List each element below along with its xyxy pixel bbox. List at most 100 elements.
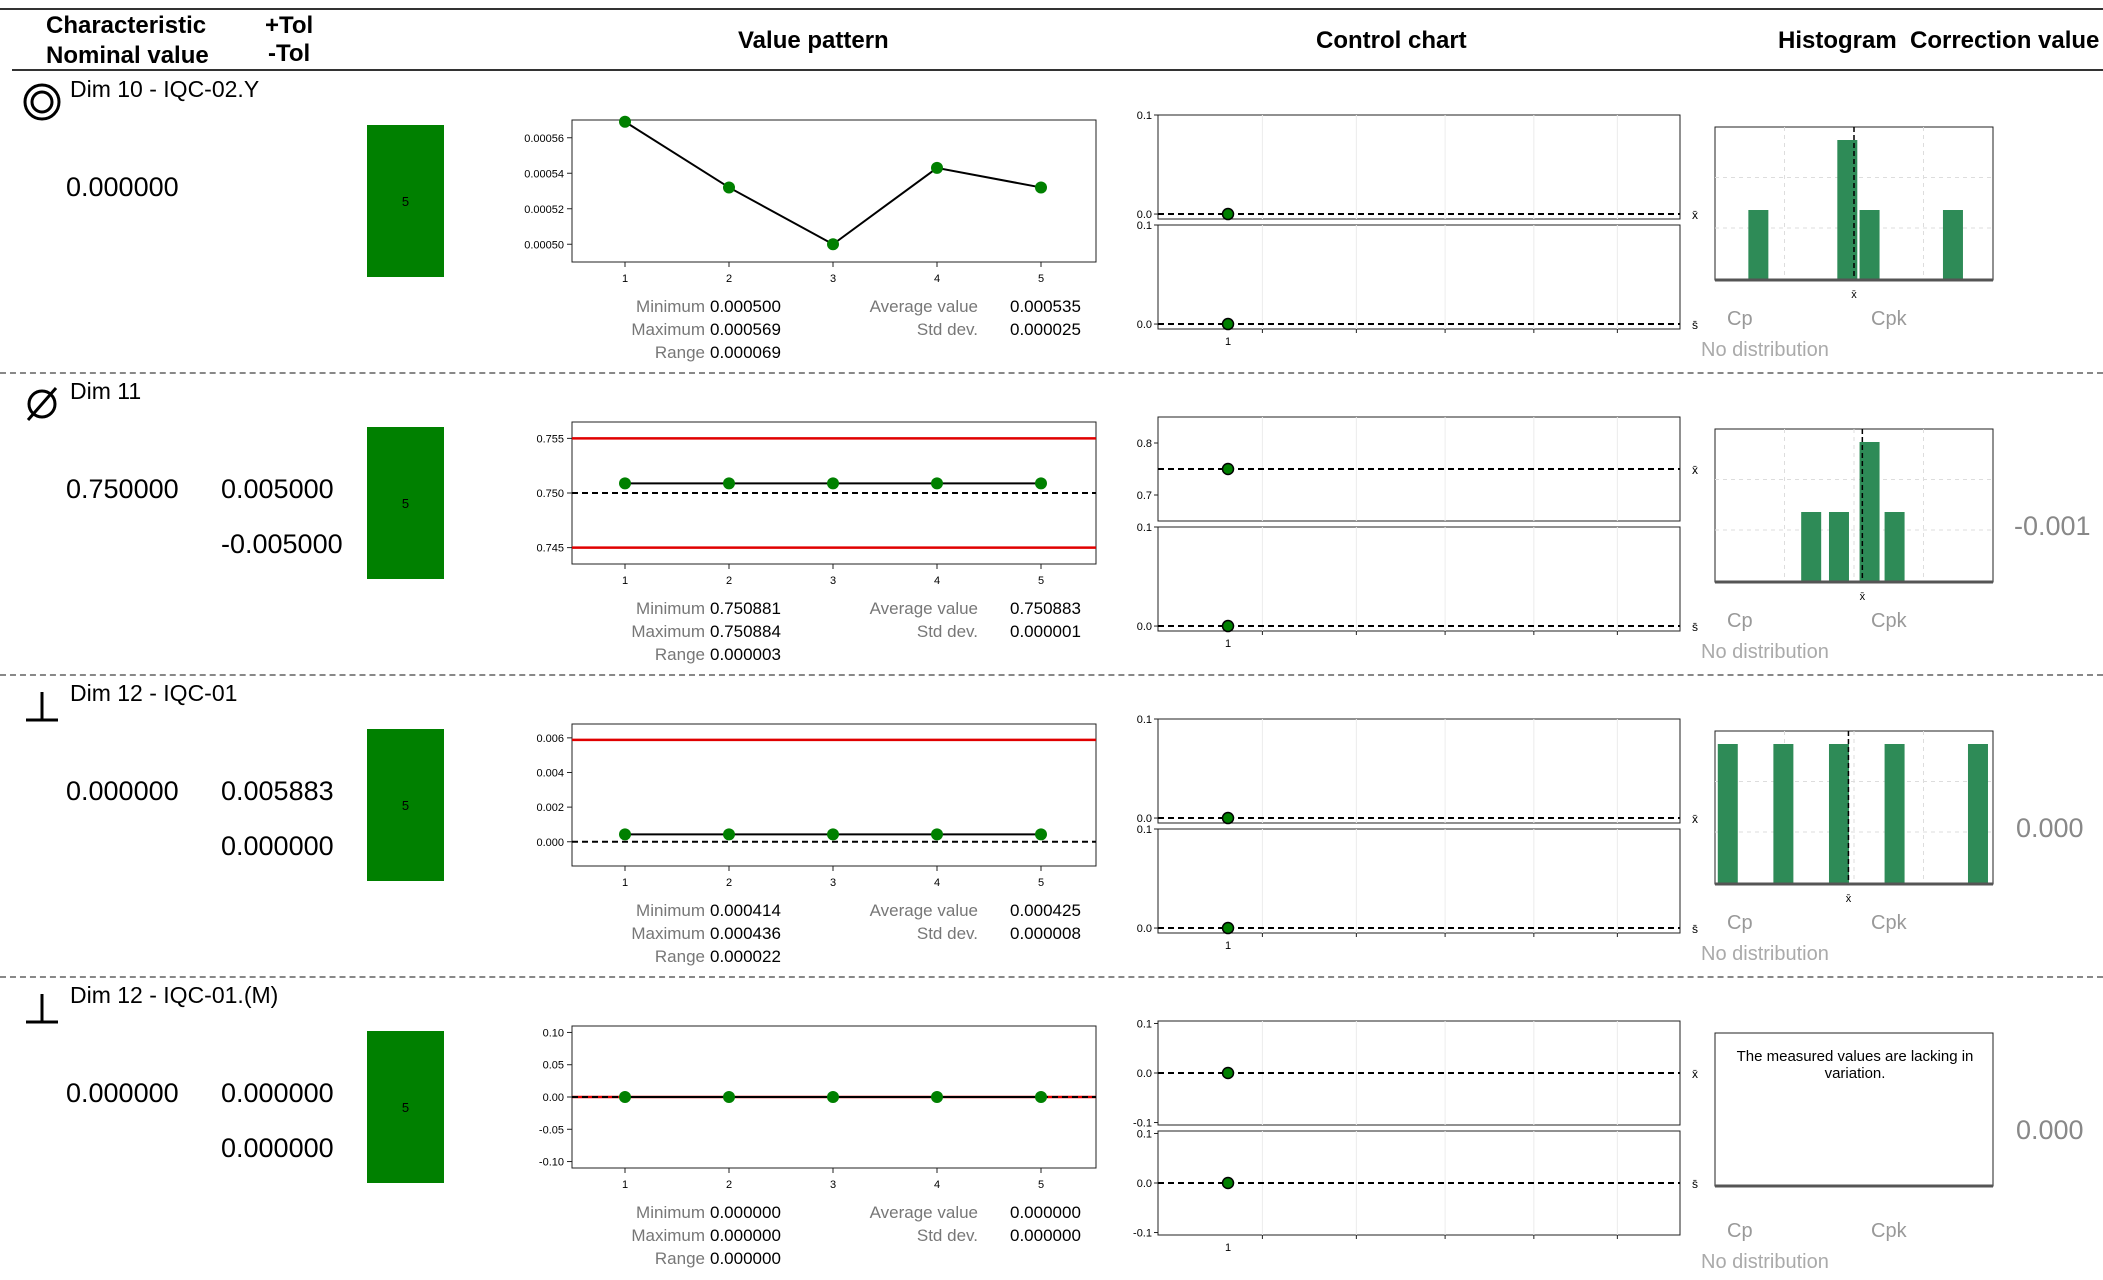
- value-point: [827, 1091, 839, 1103]
- histogram-bar: [1885, 744, 1905, 884]
- value-point: [827, 477, 839, 489]
- cc-x-label: 1: [1225, 336, 1231, 347]
- nominal-value: 0.000000: [66, 1078, 179, 1109]
- cpk-label: Cpk: [1871, 1220, 1907, 1243]
- x-tick-label: 1: [622, 877, 628, 889]
- range-value: 0.000022: [710, 947, 781, 967]
- range-label: Range: [655, 947, 705, 967]
- diameter-icon: [22, 384, 62, 424]
- cc-tick-label: 0.1: [1137, 220, 1152, 232]
- y-tick-label: 0.10: [543, 1027, 564, 1039]
- minus-tolerance: -0.005000: [221, 529, 343, 560]
- no-distribution-label: No distribution: [1701, 339, 1829, 362]
- value-point: [1035, 181, 1047, 193]
- y-tick-label: 0.750: [536, 488, 564, 500]
- cc-x-label: 1: [1225, 1242, 1231, 1253]
- std-dev-value: 0.000025: [1010, 320, 1081, 340]
- value-point: [931, 162, 943, 174]
- dimension-name: Dim 11: [70, 378, 141, 405]
- s-panel-symbol: s̄: [1692, 318, 1698, 332]
- std-dev-label: Std dev.: [917, 1226, 978, 1246]
- min-value: 0.000000: [710, 1203, 781, 1223]
- average-value: 0.750883: [1010, 599, 1081, 619]
- sample-count-box: 5: [367, 427, 444, 579]
- histogram-mean-label: x̄: [1851, 289, 1857, 301]
- concentricity-icon: [22, 82, 62, 122]
- x-tick-label: 2: [726, 1179, 732, 1191]
- header-minus-tol: -Tol: [268, 40, 310, 68]
- x-tick-label: 3: [830, 575, 836, 587]
- histogram-bar: [1773, 744, 1793, 884]
- cc-tick-label: 0.0: [1137, 621, 1152, 633]
- max-value: 0.000000: [710, 1226, 781, 1246]
- minus-tolerance: 0.000000: [221, 1133, 334, 1164]
- x-tick-label: 4: [934, 1179, 940, 1191]
- min-value: 0.000414: [710, 901, 781, 921]
- value-point: [931, 477, 943, 489]
- xbar-panel-point: [1223, 1068, 1234, 1079]
- header-control-chart: Control chart: [1316, 27, 1467, 55]
- value-point: [931, 828, 943, 840]
- histogram-message: The measured values are lacking in varia…: [1720, 1048, 1990, 1082]
- y-tick-label: 0.745: [536, 543, 564, 555]
- xbar-panel-symbol: x̄: [1692, 1067, 1698, 1081]
- correction-value: -0.001: [2014, 511, 2091, 542]
- value-point: [619, 116, 631, 128]
- histogram-chart: x̄: [1700, 409, 2000, 609]
- std-dev-label: Std dev.: [917, 924, 978, 944]
- control-chart: -0.10.00.1x̄-0.10.00.1s̄1: [1120, 1013, 1700, 1253]
- correction-value: 0.000: [2016, 813, 2084, 844]
- value-series-line: [625, 122, 1041, 244]
- header-histogram: Histogram: [1778, 27, 1897, 55]
- cp-label: Cp: [1727, 912, 1753, 935]
- cc-tick-label: 0.1: [1137, 714, 1152, 726]
- xbar-panel-point: [1223, 209, 1234, 220]
- s-panel-point: [1223, 319, 1234, 330]
- x-tick-label: 4: [934, 877, 940, 889]
- table-header: Characteristic Nominal value +Tol -Tol V…: [0, 0, 2103, 72]
- s-panel-point: [1223, 621, 1234, 632]
- x-tick-label: 2: [726, 575, 732, 587]
- histogram-bar: [1885, 512, 1905, 582]
- max-label: Maximum: [631, 924, 705, 944]
- cc-tick-label: 0.1: [1137, 824, 1152, 836]
- histogram-bar: [1860, 210, 1880, 280]
- xbar-panel-point: [1223, 464, 1234, 475]
- no-distribution-label: No distribution: [1701, 943, 1829, 966]
- y-tick-label: -0.10: [539, 1157, 564, 1169]
- max-value: 0.750884: [710, 622, 781, 642]
- s-panel-frame: [1158, 527, 1680, 631]
- x-tick-label: 3: [830, 273, 836, 285]
- histogram-bar: [1943, 210, 1963, 280]
- x-tick-label: 1: [622, 1179, 628, 1191]
- value-point: [1035, 477, 1047, 489]
- minus-tolerance: 0.000000: [221, 831, 334, 862]
- value-point: [931, 1091, 943, 1103]
- no-distribution-label: No distribution: [1701, 641, 1829, 664]
- histogram-mean-label: x̄: [1846, 893, 1852, 905]
- x-tick-label: 5: [1038, 1179, 1044, 1191]
- x-tick-label: 1: [622, 273, 628, 285]
- range-value: 0.000069: [710, 343, 781, 363]
- y-tick-label: 0.00050: [524, 239, 564, 251]
- plus-tolerance: 0.005000: [221, 474, 334, 505]
- x-tick-label: 4: [934, 575, 940, 587]
- s-panel-symbol: s̄: [1692, 922, 1698, 936]
- header-characteristic: Characteristic: [46, 12, 206, 40]
- cc-tick-label: 0.8: [1137, 438, 1152, 450]
- std-dev-value: 0.000001: [1010, 622, 1081, 642]
- histogram-chart: [1700, 1013, 2000, 1213]
- min-value: 0.000500: [710, 297, 781, 317]
- value-point: [827, 238, 839, 250]
- histogram-bar: [1748, 210, 1768, 280]
- cc-tick-label: 0.0: [1137, 923, 1152, 935]
- value-pattern-frame: [572, 724, 1096, 866]
- std-dev-label: Std dev.: [917, 320, 978, 340]
- average-value: 0.000000: [1010, 1203, 1081, 1223]
